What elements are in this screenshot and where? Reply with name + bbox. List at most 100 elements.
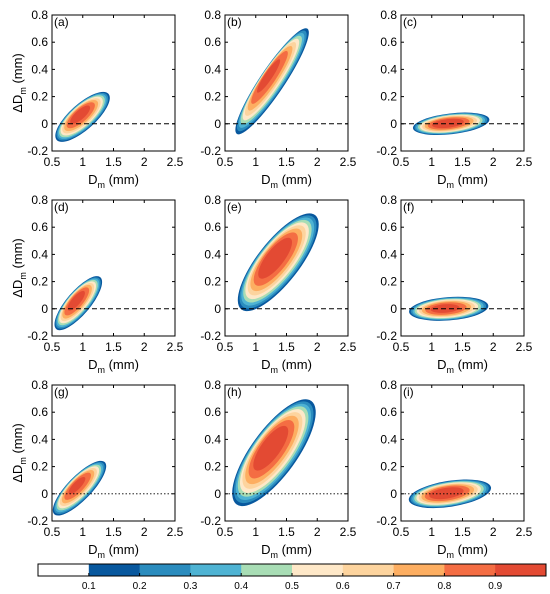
y-tick-label: 0 — [214, 302, 221, 316]
y-tick-label: 0.2 — [204, 460, 221, 474]
y-tick-label: 0 — [390, 302, 397, 316]
x-tick-label: 0.5 — [44, 155, 61, 169]
y-tick-label: 0.4 — [380, 432, 397, 446]
y-tick-label: 0.8 — [204, 378, 221, 392]
x-axis-label: Dm (mm) — [261, 542, 312, 560]
y-tick-label: 0.4 — [31, 62, 48, 76]
y-tick-label: 0.6 — [31, 405, 48, 419]
x-tick-label: 0.5 — [393, 525, 410, 539]
contour-field — [409, 296, 489, 321]
colorbar-segment — [241, 564, 293, 576]
colorbar-segment — [444, 564, 496, 576]
y-tick-label: 0.6 — [380, 220, 397, 234]
x-tick-label: 1.5 — [278, 525, 295, 539]
y-tick-label: 0 — [214, 487, 221, 501]
colorbar-tick-label: 0.3 — [183, 581, 197, 592]
x-tick-label: 2.5 — [167, 525, 184, 539]
y-tick-label: 0.6 — [31, 220, 48, 234]
panel-grid: 0.5 1 1.5 2 2.5 -0.2 0 0.2 0.4 0.6 0.8 (a) Dm (mm) ΔD… — [10, 8, 533, 560]
x-tick-label: 0.5 — [44, 340, 61, 354]
contour-level-9 — [256, 59, 281, 93]
colorbar-segment — [88, 564, 141, 576]
y-tick-label: -0.2 — [27, 329, 48, 343]
x-tick-label: 0.5 — [44, 525, 61, 539]
panel-i: 0.5 1 1.5 2 2.5 -0.2 0 0.2 0.4 0.6 0.8 (i) Dm (mm) — [376, 378, 532, 560]
x-tick-label: 2 — [490, 525, 497, 539]
panel-h: 0.5 1 1.5 2 2.5 -0.2 0 0.2 0.4 0.6 0.8 (h) Dm (mm) — [200, 378, 356, 560]
y-tick-label: 0.2 — [31, 460, 48, 474]
x-tick-label: 2 — [490, 340, 497, 354]
panel-g: 0.5 1 1.5 2 2.5 -0.2 0 0.2 0.4 0.6 0.8 (g) Dm (mm) ΔD… — [10, 378, 184, 560]
x-tick-label: 1 — [79, 340, 86, 354]
y-tick-label: 0.6 — [380, 405, 397, 419]
x-tick-label: 0.5 — [217, 525, 234, 539]
x-tick-label: 2.5 — [340, 340, 357, 354]
y-tick-label: 0.6 — [204, 405, 221, 419]
x-tick-label: 2.5 — [516, 340, 533, 354]
x-tick-label: 1.5 — [105, 155, 122, 169]
x-tick-label: 0.5 — [393, 155, 410, 169]
colorbar-tick-label: 0.2 — [133, 581, 147, 592]
y-tick-label: -0.2 — [376, 144, 397, 158]
x-tick-label: 2 — [314, 155, 321, 169]
x-axis-label: Dm (mm) — [261, 357, 312, 375]
x-tick-label: 1.5 — [454, 155, 471, 169]
panel-c: 0.5 1 1.5 2 2.5 -0.2 0 0.2 0.4 0.6 0.8 (c) Dm (mm) — [376, 8, 532, 190]
panel-label: (c) — [403, 15, 417, 29]
contour-field — [52, 460, 107, 516]
y-tick-label: 0.8 — [380, 193, 397, 207]
y-axis-label: ΔDm (mm) — [10, 53, 28, 113]
y-tick-label: 0 — [214, 117, 221, 131]
y-tick-label: 0 — [390, 117, 397, 131]
y-tick-label: 0.6 — [204, 220, 221, 234]
x-tick-label: 1.5 — [278, 340, 295, 354]
contour-level-9 — [68, 476, 86, 495]
y-tick-label: 0 — [41, 487, 48, 501]
x-tick-label: 2.5 — [516, 525, 533, 539]
panel-label: (g) — [54, 385, 69, 399]
x-tick-label: 1.5 — [278, 155, 295, 169]
panel-label: (h) — [227, 385, 242, 399]
x-tick-label: 1 — [428, 340, 435, 354]
x-tick-label: 2.5 — [516, 155, 533, 169]
y-tick-label: 0.2 — [204, 275, 221, 289]
x-tick-label: 2 — [314, 340, 321, 354]
y-tick-label: 0 — [390, 487, 397, 501]
y-tick-label: -0.2 — [200, 144, 221, 158]
panel-label: (i) — [403, 385, 414, 399]
panel-b: 0.5 1 1.5 2 2.5 -0.2 0 0.2 0.4 0.6 0.8 (b) Dm (mm) — [200, 8, 356, 190]
panel-e: 0.5 1 1.5 2 2.5 -0.2 0 0.2 0.4 0.6 0.8 (e) Dm (mm) — [200, 193, 356, 375]
x-tick-label: 1 — [252, 340, 259, 354]
x-tick-label: 2 — [141, 340, 148, 354]
contour-field — [237, 213, 319, 312]
x-axis-label: Dm (mm) — [437, 357, 488, 375]
x-tick-label: 1 — [252, 155, 259, 169]
y-tick-label: 0.2 — [380, 90, 397, 104]
x-tick-label: 2.5 — [167, 155, 184, 169]
y-tick-label: 0.6 — [204, 35, 221, 49]
colorbar-segment — [292, 564, 344, 576]
x-axis-label: Dm (mm) — [437, 172, 488, 190]
y-tick-label: -0.2 — [200, 514, 221, 528]
x-tick-label: 1.5 — [454, 525, 471, 539]
colorbar-segment — [190, 564, 242, 576]
x-axis-label: Dm (mm) — [88, 172, 139, 190]
x-axis-label: Dm (mm) — [437, 542, 488, 560]
y-tick-label: 0.8 — [380, 8, 397, 22]
x-tick-label: 0.5 — [217, 340, 234, 354]
colorbar-tick-label: 0.4 — [234, 581, 248, 592]
colorbar-tick-label: 0.7 — [387, 581, 401, 592]
y-tick-label: 0.8 — [31, 8, 48, 22]
contour-field — [54, 276, 103, 331]
x-tick-label: 2 — [490, 155, 497, 169]
colorbar-tick-label: 0.6 — [336, 581, 350, 592]
colorbar-segment — [342, 564, 395, 576]
x-tick-label: 1 — [428, 525, 435, 539]
x-tick-label: 2.5 — [167, 340, 184, 354]
y-tick-label: 0.2 — [31, 275, 48, 289]
y-tick-label: 0.4 — [204, 247, 221, 261]
y-tick-label: 0.4 — [31, 432, 48, 446]
x-tick-label: 1 — [428, 155, 435, 169]
contour-level-9 — [253, 425, 289, 471]
